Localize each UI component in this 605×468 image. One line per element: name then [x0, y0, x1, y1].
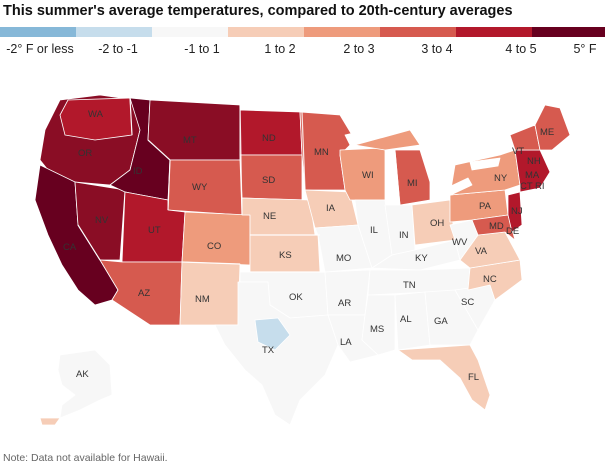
legend-swatch-2 — [76, 27, 152, 37]
state-label-ri: RI — [535, 181, 545, 192]
legend-label-5: 2 to 3 — [343, 42, 375, 56]
region-michigan-up — [354, 129, 421, 151]
state-label-ks: KS — [279, 250, 292, 261]
region-new-jersey — [507, 191, 523, 233]
state-label-co: CO — [207, 241, 221, 252]
state-label-nm: NM — [195, 294, 210, 305]
region-missouri — [314, 224, 373, 273]
state-label-vt: VT — [512, 146, 524, 157]
state-label-ak: AK — [76, 369, 89, 380]
legend-swatch-3 — [152, 27, 228, 37]
region-montana — [147, 99, 241, 161]
lake-huron — [419, 144, 441, 183]
map-regions — [34, 94, 571, 426]
state-label-in: IN — [399, 230, 409, 241]
region-nevada — [74, 181, 126, 261]
region-alaska-tail — [39, 417, 61, 426]
legend-label-6: 3 to 4 — [421, 42, 453, 56]
state-label-me: ME — [540, 127, 554, 138]
state-label-pa: PA — [479, 201, 492, 212]
state-label-nc: NC — [483, 274, 497, 285]
state-label-ar: AR — [338, 298, 351, 309]
legend-swatch-5 — [304, 27, 380, 37]
legend-label-4: 1 to 2 — [264, 42, 296, 56]
state-label-il: IL — [370, 225, 378, 236]
state-label-mn: MN — [314, 147, 329, 158]
lake-michigan — [387, 149, 401, 206]
footnote: Note: Data not available for Hawaii. — [3, 452, 168, 464]
state-label-ct: CT — [520, 181, 533, 192]
state-label-nv: NV — [95, 215, 109, 226]
state-label-oh: OH — [430, 218, 444, 229]
region-georgia — [424, 289, 479, 346]
state-label-fl: FL — [468, 372, 479, 383]
state-label-tx: TX — [262, 345, 275, 356]
state-label-ny: NY — [494, 173, 508, 184]
state-label-sd: SD — [262, 175, 275, 186]
state-label-ms: MS — [370, 324, 384, 335]
state-label-ut: UT — [148, 225, 161, 236]
state-label-nd: ND — [262, 133, 276, 144]
state-label-wi: WI — [362, 170, 374, 181]
legend-label-3: -1 to 1 — [184, 42, 220, 56]
region-maryland — [471, 214, 516, 241]
lake-ontario — [469, 157, 501, 171]
lake-superior — [344, 121, 401, 146]
state-label-mo: MO — [336, 253, 351, 264]
legend-label-7: 4 to 5 — [505, 42, 537, 56]
state-labels: WA OR ID MT WY NV CA UT AZ CO NM ND SD N… — [63, 109, 554, 383]
state-label-ma: MA — [525, 170, 540, 181]
legend-label-8: 5° F — [573, 42, 597, 56]
state-label-va: VA — [475, 246, 488, 257]
state-label-la: LA — [340, 337, 352, 348]
legend-swatch-4 — [228, 27, 304, 37]
color-legend: -2° F or less -2 to -1 -1 to 1 1 to 2 2 … — [0, 27, 605, 67]
state-label-tn: TN — [403, 280, 416, 291]
state-label-mt: MT — [183, 135, 197, 146]
state-label-id: ID — [133, 166, 143, 177]
region-colorado — [181, 211, 251, 266]
state-label-nj: NJ — [511, 206, 523, 217]
region-texas-cool — [254, 317, 291, 351]
state-label-wa: WA — [88, 109, 104, 120]
legend-label-2: -2 to -1 — [98, 42, 138, 56]
region-nebraska — [241, 197, 316, 236]
state-label-az: AZ — [138, 288, 150, 299]
state-label-de: DE — [506, 226, 519, 237]
legend-swatch-8 — [532, 27, 605, 37]
state-label-or: OR — [78, 148, 92, 159]
state-label-ia: IA — [326, 203, 336, 214]
lake-erie — [431, 177, 473, 201]
region-west-virginia — [449, 219, 479, 261]
region-maine — [534, 104, 571, 151]
region-new-mexico — [179, 261, 241, 326]
state-label-wy: WY — [192, 182, 208, 193]
legend-swatch-1 — [0, 27, 76, 37]
map-title: This summer's average temperatures, comp… — [3, 3, 513, 19]
state-label-sc: SC — [461, 297, 474, 308]
state-label-wv: WV — [452, 237, 468, 248]
legend-swatch-7 — [456, 27, 532, 37]
state-label-md: MD — [489, 221, 504, 232]
state-label-nh: NH — [527, 156, 541, 167]
region-florida — [397, 344, 491, 411]
legend-label-1: -2° F or less — [6, 42, 74, 56]
us-temperature-map: WA OR ID MT WY NV CA UT AZ CO NM ND SD N… — [0, 85, 605, 450]
state-label-ca: CA — [63, 242, 77, 253]
state-label-al: AL — [400, 314, 412, 325]
state-label-ne: NE — [263, 211, 276, 222]
state-label-ga: GA — [434, 316, 448, 327]
state-label-ok: OK — [289, 292, 303, 303]
legend-swatch-6 — [380, 27, 456, 37]
state-borders — [77, 97, 325, 273]
state-label-ky: KY — [415, 253, 428, 264]
state-label-mi: MI — [407, 178, 418, 189]
region-alaska — [57, 349, 113, 419]
region-texas — [214, 281, 339, 426]
